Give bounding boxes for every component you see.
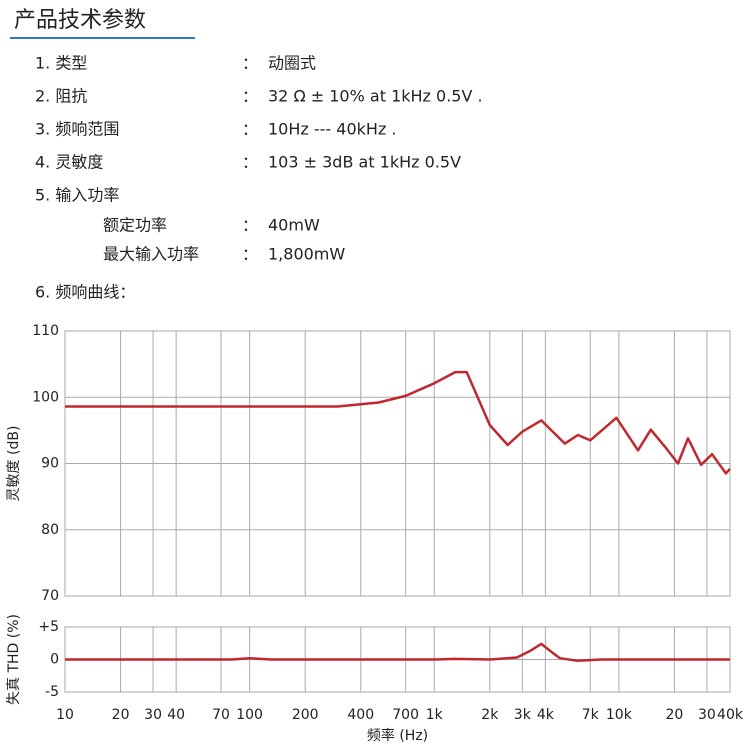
x-tick-label: 40k bbox=[717, 707, 744, 723]
spec-sublabel: 最大输入功率 bbox=[103, 245, 199, 264]
spec-list: 1. 类型 ： 动圈式 2. 阻抗 ： 32 Ω ± 10% at 1kHz 0.5V .… bbox=[35, 54, 483, 302]
x-tick-label: 4k bbox=[537, 707, 555, 723]
spec-value: 1,800mW bbox=[268, 245, 345, 264]
x-tick-label: 700 bbox=[392, 707, 419, 723]
y-tick-label: 100 bbox=[32, 389, 59, 405]
spec-label: 1. 类型 bbox=[35, 54, 87, 73]
x-axis-label: 频率 (Hz) bbox=[367, 727, 428, 744]
x-tick-label: 200 bbox=[292, 707, 319, 723]
x-tick-label: 1k bbox=[426, 707, 444, 723]
x-tick-label: 20 bbox=[112, 707, 130, 723]
response-curve bbox=[65, 370, 731, 475]
y-tick-label: 80 bbox=[41, 522, 59, 538]
x-tick-label: 2k bbox=[481, 707, 499, 723]
charts: 70 80 90 100 110 灵敏度 (dB) -5 0 +5 失真 THD (%) 10 20 3… bbox=[6, 323, 744, 744]
spec-value: 32 Ω ± 10% at 1kHz 0.5V . bbox=[268, 87, 483, 106]
spec-label: 5. 输入功率 bbox=[35, 186, 119, 205]
x-tick-label: 100 bbox=[236, 707, 263, 723]
y-axis-label: 灵敏度 (dB) bbox=[6, 426, 22, 502]
y-tick-label: 90 bbox=[41, 456, 59, 472]
y-tick-label: -5 bbox=[45, 684, 59, 700]
x-tick-label: 7k bbox=[582, 707, 600, 723]
x-tick-label: 10 bbox=[56, 707, 74, 723]
spec-sublabel: 额定功率 bbox=[103, 216, 167, 235]
y-axis-label: 失真 THD (%) bbox=[6, 614, 22, 705]
spec-value: 40mW bbox=[268, 216, 320, 235]
y-tick-label: 70 bbox=[41, 588, 59, 604]
curve-label: 6. 频响曲线： bbox=[35, 283, 135, 302]
x-tick-label: 70 bbox=[212, 707, 230, 723]
x-tick-label: 10k bbox=[606, 707, 633, 723]
x-tick-label: 40 bbox=[167, 707, 185, 723]
spec-separator: ： bbox=[242, 153, 258, 172]
title: 产品技术参数 bbox=[14, 8, 146, 33]
spec-label: 2. 阻抗 bbox=[35, 87, 87, 106]
spec-value: 103 ± 3dB at 1kHz 0.5V bbox=[268, 153, 461, 172]
y-tick-label: 0 bbox=[50, 652, 59, 668]
x-tick-label: 30 bbox=[144, 707, 162, 723]
y-tick-label: 110 bbox=[32, 323, 59, 339]
y-tick-label: +5 bbox=[38, 619, 59, 635]
spec-separator: ： bbox=[242, 245, 258, 264]
spec-separator: ： bbox=[242, 216, 258, 235]
x-tick-label: 400 bbox=[347, 707, 374, 723]
spec-separator: ： bbox=[242, 120, 258, 139]
x-tick-label: 30 bbox=[698, 707, 716, 723]
spec-separator: ： bbox=[242, 54, 258, 73]
spec-value: 10Hz --- 40kHz . bbox=[268, 120, 397, 139]
x-tick-label: 3k bbox=[514, 707, 532, 723]
spec-separator: ： bbox=[242, 87, 258, 106]
response-curve bbox=[65, 642, 730, 663]
spec-label: 4. 灵敏度 bbox=[35, 153, 103, 172]
spec-label: 3. 频响范围 bbox=[35, 120, 119, 139]
spec-value: 动圈式 bbox=[268, 54, 316, 73]
x-tick-label: 20 bbox=[666, 707, 684, 723]
